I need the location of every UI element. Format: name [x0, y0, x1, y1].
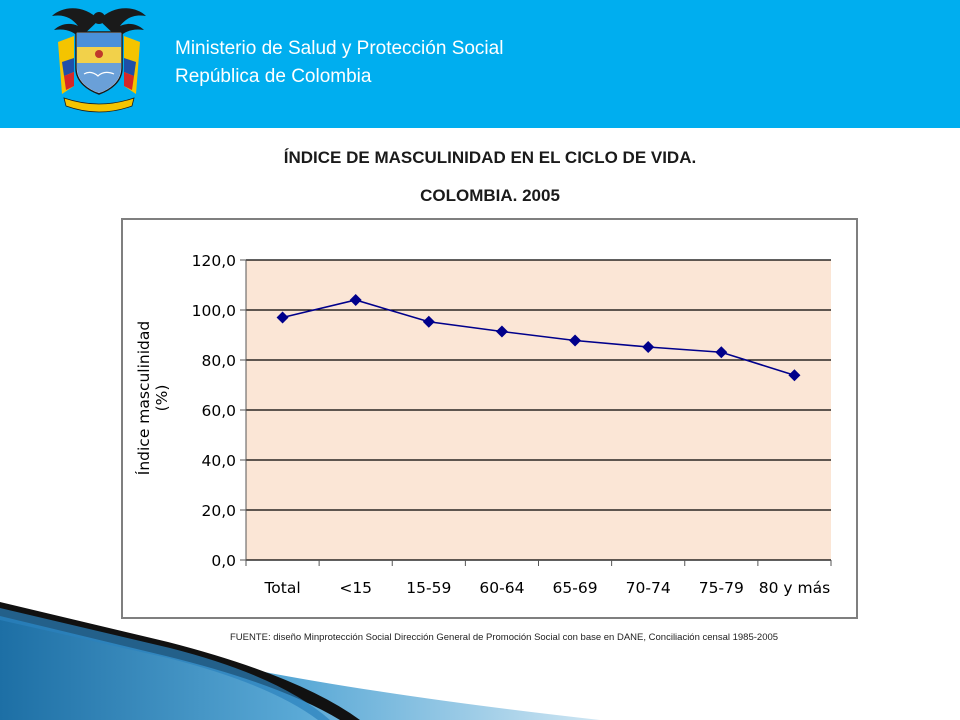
- chart-title-line2: COLOMBIA. 2005: [420, 186, 560, 205]
- chart-title-line1: ÍNDICE DE MASCULINIDAD EN EL CICLO DE VI…: [283, 148, 697, 167]
- y-axis-title-line2: (%): [153, 385, 171, 412]
- x-tick-label: 80 y más: [759, 579, 830, 597]
- data-point-marker: [495, 325, 508, 338]
- data-point-marker: [715, 346, 728, 359]
- x-tick-label: Total: [263, 579, 300, 597]
- y-tick-label: 120,0: [192, 252, 236, 270]
- ministry-name: Ministerio de Salud y Protección Social …: [175, 35, 503, 91]
- y-tick-label: 0,0: [211, 552, 236, 570]
- x-tick-label: 15-59: [406, 579, 451, 597]
- source-note: FUENTE: diseño Minprotección Social Dire…: [229, 632, 779, 643]
- data-point-marker: [788, 369, 801, 382]
- data-point-marker: [642, 341, 655, 353]
- y-tick-label: 60,0: [201, 402, 236, 420]
- x-tick-label: 65-69: [553, 579, 598, 597]
- y-tick-label: 80,0: [201, 352, 236, 370]
- decorative-swoosh: [0, 602, 600, 720]
- data-point-marker: [422, 315, 435, 328]
- line-chart: 0,0 20,0 40,0 60,0 80,0 100,0 120,0 Total <15 15-…: [134, 252, 832, 597]
- coat-of-arms-emblem: [52, 8, 146, 113]
- ministry-line2: República de Colombia: [175, 66, 372, 87]
- y-tick-label: 20,0: [201, 502, 236, 520]
- x-tick-label: 60-64: [479, 579, 524, 597]
- data-point-marker: [276, 311, 289, 324]
- x-tick-label: 70-74: [626, 579, 671, 597]
- series-line: [282, 299, 795, 377]
- ministry-line1: Ministerio de Salud y Protección Social: [175, 38, 504, 59]
- header-bar: Ministerio de Salud y Protección Social …: [0, 0, 960, 128]
- x-tick-label: <15: [339, 579, 372, 597]
- y-tick-label: 40,0: [201, 452, 236, 470]
- x-tick-label: 75-79: [699, 579, 744, 597]
- y-tick-label: 100,0: [192, 302, 236, 320]
- y-axis-title-line1: Índice masculinidad: [134, 321, 153, 475]
- data-point-marker: [349, 294, 362, 306]
- data-point-marker: [569, 334, 582, 347]
